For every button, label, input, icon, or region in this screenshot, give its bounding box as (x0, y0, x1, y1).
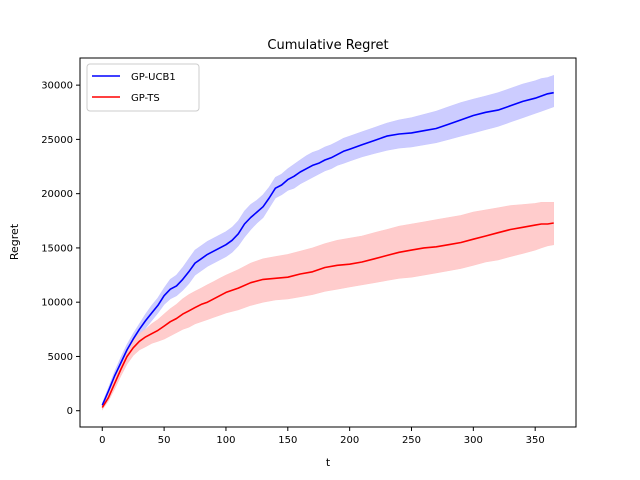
x-tick-label: 0 (99, 435, 105, 446)
series-line-gp-ts (101, 222, 554, 408)
series-line-gp-ucb1 (101, 91, 554, 406)
series-lines (101, 91, 554, 408)
legend: GP-UCB1 GP-TS (86, 63, 200, 112)
legend-label-gp-ts: GP-TS (131, 93, 160, 104)
confidence-bands (102, 74, 555, 411)
y-tick-label: 20000 (41, 189, 73, 200)
y-tick-label: 25000 (41, 135, 73, 146)
x-tick-label: 200 (340, 435, 359, 446)
y-tick-label: 0 (67, 406, 73, 417)
y-tick-label: 5000 (48, 352, 73, 363)
legend-label-gp-ucb1: GP-UCB1 (131, 72, 176, 83)
confidence-band-gp-ucb1 (102, 74, 555, 408)
axes-frame (79, 57, 577, 428)
plot-area (101, 74, 555, 411)
confidence-band-gp-ts (102, 202, 555, 411)
y-tick-label: 10000 (41, 298, 73, 309)
x-tick-label: 100 (216, 435, 235, 446)
x-axis-ticks: 0 50 100 150 200 250 300 350 (99, 427, 545, 446)
y-tick-label: 15000 (41, 243, 73, 254)
x-tick-label: 50 (158, 435, 171, 446)
x-tick-label: 250 (402, 435, 421, 446)
y-tick-label: 30000 (41, 81, 73, 92)
chart-title: Cumulative Regret (267, 38, 388, 53)
x-tick-label: 300 (464, 435, 483, 446)
x-axis-label: t (326, 456, 331, 469)
x-tick-label: 150 (278, 435, 297, 446)
y-axis-label: Regret (8, 223, 21, 260)
x-tick-label: 350 (526, 435, 545, 446)
y-axis-ticks: 0 5000 10000 15000 20000 25000 30000 (41, 81, 80, 417)
